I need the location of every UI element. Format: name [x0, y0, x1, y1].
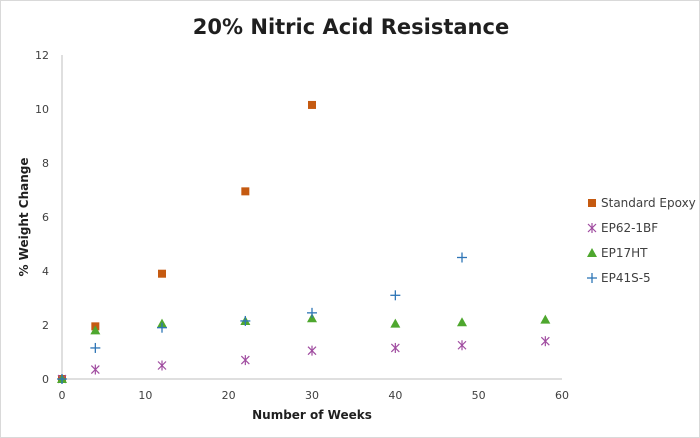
- y-tick-label: 0: [42, 373, 49, 386]
- data-point: [158, 269, 166, 278]
- data-point: [57, 374, 67, 384]
- data-point: [540, 314, 551, 324]
- x-axis-title: Number of Weeks: [252, 408, 372, 422]
- y-tick-label: 12: [35, 49, 49, 62]
- legend-marker: [587, 248, 597, 257]
- legend-marker: [587, 273, 597, 283]
- data-point: [90, 364, 100, 375]
- x-tick-label: 60: [555, 389, 569, 402]
- x-tick-label: 20: [222, 389, 236, 402]
- y-tick-label: 2: [42, 319, 49, 332]
- data-point: [157, 360, 167, 371]
- x-tick-labels: 0 10 20 30 40 50 60: [59, 389, 570, 402]
- y-tick-label: 6: [42, 211, 49, 224]
- data-point: [390, 318, 401, 328]
- data-point: [540, 336, 550, 347]
- series-ep41s-5: [57, 252, 467, 384]
- y-tick-label: 8: [42, 157, 49, 170]
- series-layer: [57, 100, 551, 384]
- legend-label: EP17HT: [601, 246, 648, 260]
- x-tick-label: 0: [59, 389, 66, 402]
- y-tick-label: 10: [35, 103, 49, 116]
- series-ep62-1bf: [57, 336, 550, 384]
- x-tick-label: 40: [388, 389, 402, 402]
- y-tick-label: 4: [42, 265, 49, 278]
- chart-title: 20% Nitric Acid Resistance: [193, 15, 509, 39]
- data-point: [307, 345, 317, 356]
- series-standard-epoxy: [58, 100, 316, 383]
- data-point: [457, 252, 467, 263]
- data-point: [308, 100, 316, 109]
- legend-item: EP17HT: [587, 246, 648, 260]
- legend-label: EP41S-5: [601, 271, 651, 285]
- data-point: [390, 290, 401, 301]
- x-tick-label: 30: [305, 389, 319, 402]
- series-ep17ht: [57, 313, 551, 383]
- y-axis-title: % Weight Change: [17, 157, 31, 276]
- data-point: [241, 187, 250, 196]
- legend: Standard Epoxy EP62-1BF EP17HT EP41S-5: [587, 196, 696, 285]
- data-point: [307, 307, 317, 318]
- legend-label: EP62-1BF: [601, 221, 658, 235]
- data-point: [240, 355, 250, 366]
- legend-label: Standard Epoxy: [601, 196, 696, 210]
- data-point: [90, 325, 101, 335]
- x-tick-label: 50: [472, 389, 486, 402]
- legend-marker: [588, 199, 596, 207]
- legend-item: Standard Epoxy: [588, 196, 696, 210]
- legend-marker: [587, 223, 597, 233]
- data-point: [157, 322, 167, 333]
- axes: [61, 55, 562, 380]
- x-tick-label: 10: [138, 389, 152, 402]
- data-point: [457, 317, 467, 327]
- data-point: [457, 340, 467, 351]
- legend-item: EP62-1BF: [587, 221, 658, 235]
- legend-item: EP41S-5: [587, 271, 651, 285]
- data-point: [240, 315, 251, 326]
- data-point: [90, 342, 101, 353]
- y-tick-labels: 0 2 4 6 8 10 12: [35, 49, 49, 386]
- data-point: [390, 342, 400, 353]
